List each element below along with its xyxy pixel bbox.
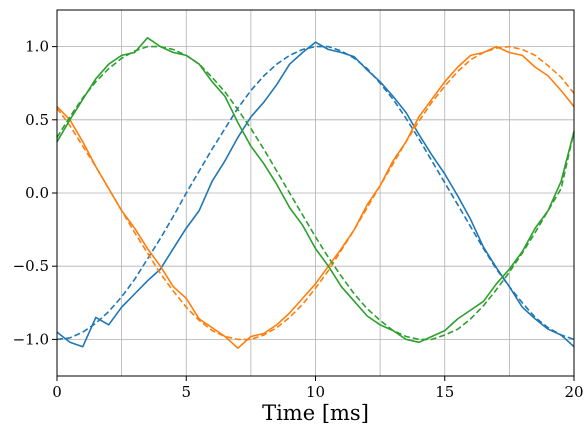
series-0-measured-line [56, 41, 575, 348]
y-tick-label: 1.0 [25, 38, 49, 56]
x-tick-label: 0 [52, 383, 62, 401]
series-3-fit-line [56, 45, 575, 341]
x-tick-label: 5 [181, 383, 191, 401]
grid-lines [56, 10, 575, 376]
axis-ticks: 0 5 10 15 20 −1.0 −0.5 0.0 0.5 1.0 [13, 38, 584, 401]
y-tick-label: −0.5 [13, 257, 49, 275]
y-tick-label: 0.5 [25, 111, 49, 129]
y-tick-label: −1.0 [13, 330, 49, 348]
x-axis-label: Time [ms] [262, 401, 369, 425]
series-5-fit-line [56, 45, 575, 341]
x-tick-label: 10 [306, 383, 325, 401]
series-lines [56, 36, 575, 350]
y-tick-label: 0.0 [25, 184, 49, 202]
x-tick-label: 20 [564, 383, 583, 401]
x-tick-label: 15 [435, 383, 454, 401]
series-1-fit-line [56, 45, 575, 341]
series-4-measured-line [56, 36, 575, 344]
